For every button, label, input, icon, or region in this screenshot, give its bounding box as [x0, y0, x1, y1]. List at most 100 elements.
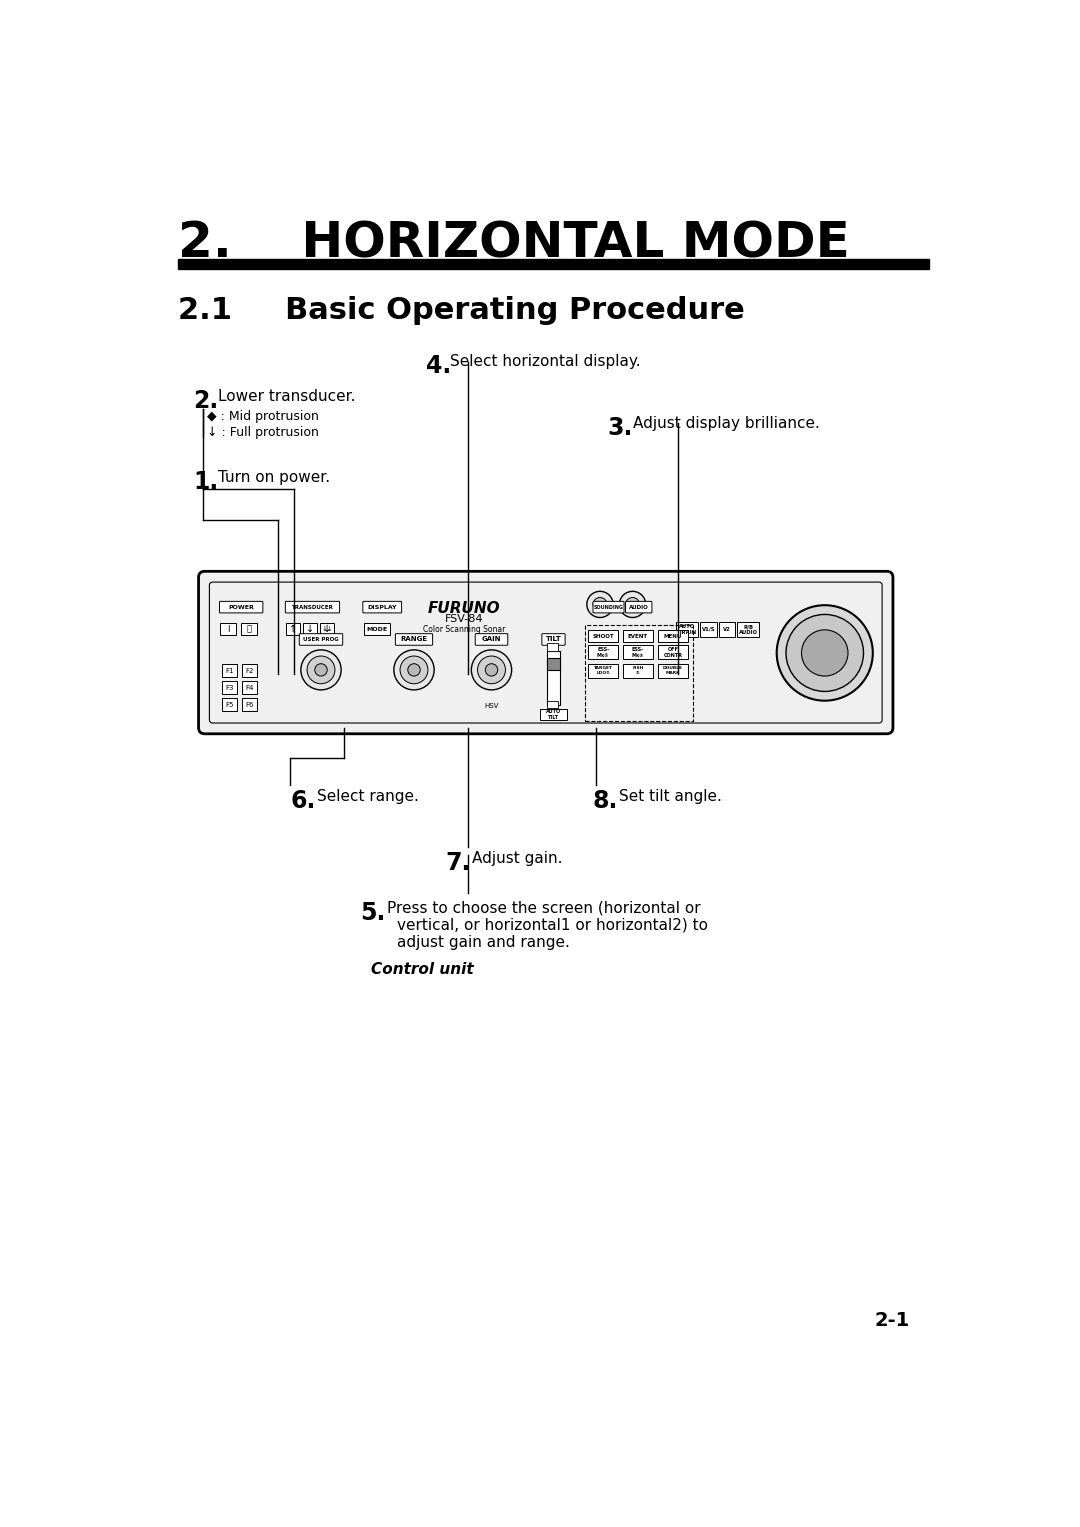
- FancyBboxPatch shape: [219, 602, 262, 612]
- Bar: [321, 623, 334, 635]
- Text: RANGE: RANGE: [401, 637, 428, 643]
- Text: USER PROG: USER PROG: [303, 637, 339, 641]
- Bar: [548, 701, 558, 709]
- Text: V1/S: V1/S: [702, 628, 715, 632]
- Text: FSV-84: FSV-84: [445, 614, 484, 625]
- Text: ↓: ↓: [306, 625, 314, 634]
- Bar: [548, 643, 558, 651]
- Text: TRANSDUCER: TRANSDUCER: [292, 605, 334, 609]
- Text: ESS-
Mx②: ESS- Mx②: [632, 647, 644, 658]
- Text: 7.: 7.: [445, 851, 471, 875]
- Text: Select range.: Select range.: [318, 789, 419, 805]
- Text: 2.: 2.: [193, 389, 218, 412]
- Text: MODE: MODE: [366, 626, 388, 632]
- Circle shape: [400, 657, 428, 684]
- Bar: [584, 625, 693, 721]
- Circle shape: [471, 651, 512, 690]
- Bar: [658, 646, 688, 660]
- Bar: [658, 629, 688, 643]
- Text: AUDIO: AUDIO: [629, 605, 649, 609]
- Text: 8.: 8.: [592, 789, 618, 814]
- Circle shape: [593, 597, 607, 611]
- Bar: [540, 709, 567, 719]
- Text: ESS-
Mx①: ESS- Mx①: [597, 647, 609, 658]
- Text: EVENT: EVENT: [627, 634, 648, 638]
- Text: Set tilt angle.: Set tilt angle.: [619, 789, 723, 805]
- Circle shape: [777, 605, 873, 701]
- FancyBboxPatch shape: [299, 634, 342, 646]
- Text: AUTO
TILT: AUTO TILT: [545, 709, 562, 719]
- Bar: [242, 681, 257, 693]
- Bar: [589, 629, 618, 643]
- Bar: [589, 646, 618, 660]
- Text: AUTO
TRAIN: AUTO TRAIN: [677, 625, 696, 635]
- FancyBboxPatch shape: [285, 602, 339, 612]
- Bar: [623, 646, 652, 660]
- Circle shape: [485, 664, 498, 676]
- Text: ⏻: ⏻: [246, 625, 252, 634]
- Text: TILT: TILT: [545, 637, 562, 643]
- Bar: [700, 621, 717, 637]
- FancyBboxPatch shape: [395, 634, 433, 646]
- Text: SHOOT: SHOOT: [592, 634, 613, 638]
- Text: F3: F3: [226, 684, 233, 690]
- FancyBboxPatch shape: [475, 634, 508, 646]
- Text: OFF
CONTR: OFF CONTR: [663, 647, 683, 658]
- Bar: [242, 698, 257, 710]
- Bar: [221, 664, 238, 676]
- Text: F2: F2: [245, 667, 254, 673]
- Text: FURUNO: FURUNO: [428, 600, 501, 615]
- Text: POWER: POWER: [228, 605, 254, 609]
- Text: FISH
①: FISH ①: [632, 666, 644, 675]
- Circle shape: [625, 597, 639, 611]
- Bar: [738, 621, 759, 637]
- Text: 2.    HORIZONTAL MODE: 2. HORIZONTAL MODE: [177, 220, 849, 267]
- Text: Select horizontal display.: Select horizontal display.: [450, 354, 642, 370]
- Bar: [303, 623, 318, 635]
- Text: HSV: HSV: [484, 702, 499, 709]
- Text: 6.: 6.: [291, 789, 315, 814]
- Text: Lower transducer.: Lower transducer.: [218, 389, 355, 403]
- Bar: [719, 621, 734, 637]
- Text: 3.: 3.: [608, 415, 633, 440]
- Circle shape: [801, 629, 848, 676]
- Circle shape: [314, 664, 327, 676]
- Bar: [548, 651, 559, 704]
- Text: ↑: ↑: [289, 625, 297, 634]
- Text: Adjust gain.: Adjust gain.: [472, 851, 563, 866]
- FancyBboxPatch shape: [542, 634, 565, 646]
- Text: Adjust display brilliance.: Adjust display brilliance.: [633, 415, 820, 431]
- Text: ↓ : Full protrusion: ↓ : Full protrusion: [207, 426, 319, 438]
- FancyBboxPatch shape: [593, 602, 624, 612]
- Bar: [658, 664, 688, 678]
- Text: 2-1: 2-1: [875, 1310, 910, 1330]
- Text: ◆ : Mid protrusion: ◆ : Mid protrusion: [207, 411, 319, 423]
- Circle shape: [786, 614, 864, 692]
- Text: 1.: 1.: [193, 470, 218, 493]
- Circle shape: [619, 591, 646, 617]
- Text: MENU: MENU: [664, 634, 683, 638]
- Bar: [177, 260, 930, 269]
- Bar: [364, 623, 390, 635]
- Text: 2.1     Basic Operating Procedure: 2.1 Basic Operating Procedure: [177, 296, 744, 325]
- Bar: [221, 698, 238, 710]
- Text: I: I: [227, 625, 229, 634]
- Text: V2: V2: [724, 628, 731, 632]
- Text: ↓: ↓: [323, 625, 332, 634]
- Text: F6: F6: [245, 701, 254, 707]
- Text: DISPLAY: DISPLAY: [367, 605, 397, 609]
- Text: F1: F1: [226, 667, 233, 673]
- Text: F5: F5: [226, 701, 233, 707]
- Text: GAIN: GAIN: [482, 637, 501, 643]
- Text: TARGET
LDO①: TARGET LDO①: [594, 666, 612, 675]
- Text: DOUBLE
MARK: DOUBLE MARK: [663, 666, 683, 675]
- Text: Turn on power.: Turn on power.: [218, 470, 330, 484]
- FancyBboxPatch shape: [625, 602, 652, 612]
- Circle shape: [394, 651, 434, 690]
- Bar: [676, 621, 698, 637]
- Text: F4: F4: [245, 684, 254, 690]
- Text: 5.: 5.: [360, 901, 386, 925]
- Bar: [242, 664, 257, 676]
- Text: ↓↓: ↓↓: [322, 626, 333, 632]
- Bar: [220, 623, 235, 635]
